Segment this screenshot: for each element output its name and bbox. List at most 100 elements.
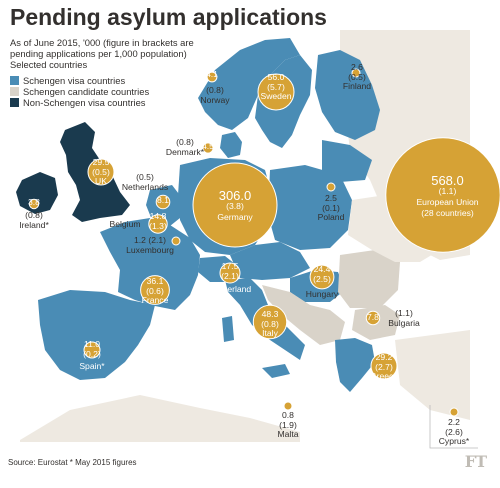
country-name: Finland xyxy=(342,81,372,92)
label-sweden: 56.0 (5.7) Sweden xyxy=(246,72,306,102)
label-cyprus: 2.2 (2.6) Cyprus* xyxy=(432,417,476,447)
legend-swatch-non-schengen xyxy=(10,98,19,107)
label-italy: 48.3 (0.8) Italy xyxy=(248,309,292,339)
value: 8.1 xyxy=(157,195,169,205)
source-note: Source: Eurostat * May 2015 figures xyxy=(8,458,137,467)
label-denmark-value: 4.5 xyxy=(196,141,220,152)
per1000: (2.6) xyxy=(445,426,463,437)
country-name: Spain* xyxy=(79,361,105,371)
sicily-landmass xyxy=(262,364,290,378)
bubble-layer xyxy=(28,68,500,417)
label-france: 36.1 (0.6) France xyxy=(130,276,180,306)
country-name: Bulgaria xyxy=(388,317,420,328)
chart-title: Pending asylum applications xyxy=(10,4,327,30)
per1000: (0.1) xyxy=(322,202,340,213)
per1000: (2.1) xyxy=(221,270,239,281)
legend-label: Non-Schengen visa countries xyxy=(23,97,146,108)
bubble-netherlands xyxy=(155,194,171,210)
value: 0.8 xyxy=(282,410,294,420)
country-name: Sweden xyxy=(260,91,292,102)
per1000: (1.1) xyxy=(438,186,457,196)
bubble-hungary xyxy=(309,264,335,290)
value: 1.2 xyxy=(133,235,146,245)
per1000: (1.9) xyxy=(279,419,297,430)
cyprus-inset-frame xyxy=(429,405,478,449)
value: 7.8 xyxy=(367,312,379,322)
country-name: Netherlands xyxy=(121,181,169,192)
label-hungary-value: 24.4 (2.5) xyxy=(307,264,337,284)
per1000: (1.1) xyxy=(395,308,413,318)
bubble-belgium xyxy=(148,214,168,234)
country-name: Italy xyxy=(262,328,278,339)
label-uk: 29.5 (0.5) UK xyxy=(83,157,119,187)
legend-item: Schengen visa countries xyxy=(10,75,149,86)
bubble-cyprus xyxy=(449,407,459,417)
value: 17.5 xyxy=(221,261,239,271)
label-switzerland-value: 17.5 (2.1) xyxy=(216,261,244,281)
value: 2.6 xyxy=(351,62,363,72)
bubble-sweden xyxy=(257,73,295,111)
bubble-poland xyxy=(326,182,336,192)
ft-logo: FT xyxy=(464,452,487,471)
per1000: (1.3) xyxy=(149,220,167,231)
subtitle-line: Selected countries xyxy=(10,59,88,70)
label-bulgaria: (1.1) Bulgaria xyxy=(384,308,424,328)
ireland-landmass xyxy=(16,172,58,214)
central-europe-landmass xyxy=(230,242,310,280)
country-name: Hungary xyxy=(305,289,339,299)
label-ireland: (0.8) Ireland* xyxy=(14,210,54,230)
bubble-france xyxy=(140,275,170,305)
legend-item: Non-Schengen visa countries xyxy=(10,97,149,108)
label-netherlands: (0.5) Netherlands xyxy=(115,172,175,192)
per1000: (0.5) xyxy=(136,172,154,182)
country-name: Luxembourg xyxy=(126,244,174,255)
bubble-finland xyxy=(351,68,361,78)
chart-subtitle: As of June 2015, '000 (figure in bracket… xyxy=(10,37,194,70)
per1000: (0.8) xyxy=(25,210,43,220)
label-germany: 306.0 (3.8) Germany xyxy=(200,189,270,223)
denmark-landmass xyxy=(220,132,242,158)
label-poland: 2.5 (0.1) Poland xyxy=(306,193,356,223)
country-name: Denmark* xyxy=(165,146,205,157)
label-norway-text: (0.8) Norway xyxy=(190,85,240,105)
country-name-2: (28 countries) xyxy=(421,208,474,218)
bubble-denmark xyxy=(202,142,214,154)
sardinia-landmass xyxy=(222,316,234,342)
norway-landmass xyxy=(198,38,300,130)
baltic-landmass xyxy=(322,140,372,182)
country-name: Cyprus* xyxy=(438,436,470,447)
bubble-luxembourg xyxy=(171,236,181,246)
legend-swatch-schengen xyxy=(10,76,19,85)
bubble-ireland xyxy=(28,198,40,210)
balkans-landmass xyxy=(262,285,345,345)
legend: Schengen visa countries Schengen candida… xyxy=(10,75,149,108)
per1000: (3.8) xyxy=(226,201,244,211)
value: 4.1 xyxy=(206,69,218,79)
bubble-malta xyxy=(283,401,293,411)
per1000: (0.6) xyxy=(146,285,164,296)
country-name: Greece xyxy=(369,371,399,382)
value: 36.1 xyxy=(146,276,164,286)
north-africa-landmass xyxy=(20,395,300,442)
legend-label: Schengen visa countries xyxy=(23,75,126,86)
per1000: (2.5) xyxy=(313,273,331,284)
label-belgium: Belgium xyxy=(103,219,147,230)
value: 2.2 xyxy=(448,417,460,427)
label-malta: 0.8 (1.9) Malta xyxy=(268,410,308,440)
value-per1000: 1.2 (2.1) xyxy=(120,235,180,246)
country-name: European Union xyxy=(416,197,479,207)
label-switzerland: Switzerland xyxy=(194,284,264,295)
label-ireland-value: 3.8 xyxy=(22,197,46,208)
legend-item: Schengen candidate countries xyxy=(10,86,149,97)
greece-landmass xyxy=(335,338,375,392)
iberia-landmass xyxy=(38,290,155,380)
per1000: (0.2) xyxy=(83,348,101,359)
country-name: Belgium xyxy=(109,219,141,229)
per1000: (0.5) xyxy=(348,71,366,82)
legend-label: Schengen candidate countries xyxy=(23,86,150,97)
value: 24.4 xyxy=(313,264,331,274)
value: 3.8 xyxy=(28,197,40,207)
per1000: (0.8) xyxy=(261,318,279,329)
bubble-switzerland xyxy=(219,262,241,284)
finland-landmass xyxy=(315,50,380,140)
